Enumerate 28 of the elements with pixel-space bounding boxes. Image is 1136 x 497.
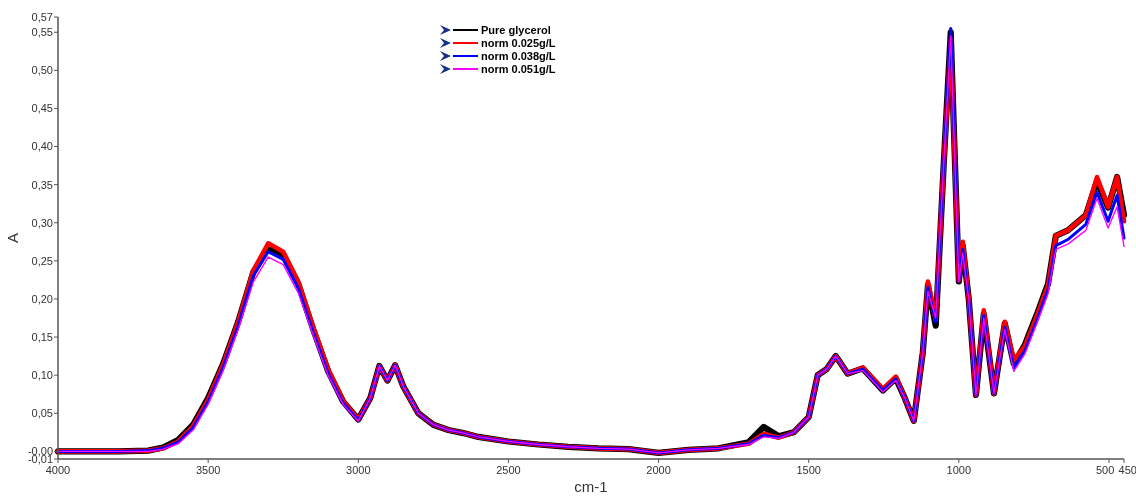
x-tick-label: 3000	[346, 464, 371, 476]
y-tick-label: -0,00	[27, 445, 53, 458]
y-tick-label: 0,55	[31, 26, 53, 39]
x-tick-label: 3500	[195, 464, 221, 476]
x-tick-label: 1500	[796, 464, 821, 476]
y-tick-label: 0,25	[31, 254, 53, 267]
x-axis-title: cm-1	[574, 478, 608, 495]
y-tick-label: 0,30	[31, 216, 53, 229]
y-tick-label: 0,15	[31, 330, 53, 343]
y-tick-label: 0,40	[31, 140, 53, 153]
x-tick-label: 4000	[45, 464, 71, 476]
legend-label: norm 0.038g/L	[481, 49, 556, 62]
y-axis-title: A	[4, 232, 21, 244]
x-tick-label: 1000	[946, 464, 972, 476]
x-tick-label: 500	[1096, 464, 1115, 476]
y-tick-label: 0,20	[31, 292, 53, 305]
y-tick-label: 0,50	[31, 64, 53, 77]
y-tick-label: 0,05	[31, 407, 53, 420]
x-tick-label: 2000	[646, 464, 671, 476]
x-tick-label: 450	[1118, 464, 1136, 476]
x-tick-label: 2500	[496, 464, 521, 476]
y-tick-label: 0,45	[31, 102, 53, 115]
legend-label: norm 0.025g/L	[481, 36, 556, 49]
legend-label: Pure glycerol	[481, 23, 551, 36]
legend-label: norm 0.051g/L	[481, 62, 556, 75]
y-tick-label: 0,10	[31, 369, 53, 382]
y-tick-label: 0,57	[31, 10, 53, 23]
y-tick-label: 0,35	[31, 178, 53, 191]
